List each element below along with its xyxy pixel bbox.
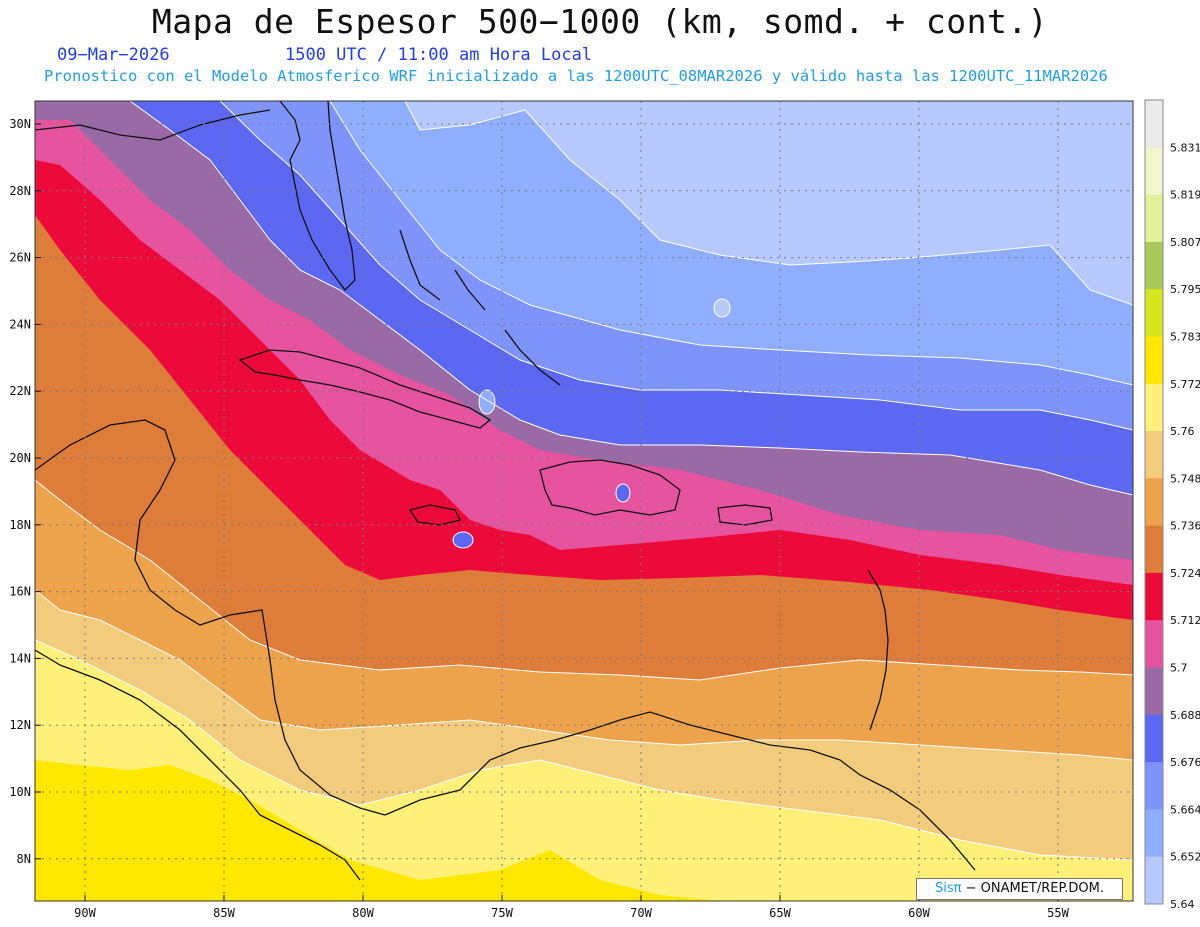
lon-label: 60W — [908, 906, 930, 920]
band-5772 — [35, 760, 720, 901]
map-frame — [34, 100, 1134, 902]
contour-islet-3 — [615, 483, 631, 503]
colorbar-swatch — [1145, 478, 1163, 527]
colorbar-swatch — [1145, 667, 1163, 716]
contour-islet-2 — [478, 389, 496, 415]
colorbar-label: 5.652 — [1170, 851, 1200, 864]
forecast-time: 1500 UTC / 11:00 am Hora Local — [285, 45, 593, 65]
colorbar: 5.831 5.819 5.807 5.795 5.783 5.772 5.76 5.748 5… — [1144, 99, 1200, 911]
contour-islet-4 — [452, 531, 474, 549]
lon-axis: 90W 85W 80W 75W 70W 65W 60W 55W — [74, 895, 1070, 920]
colorbar-swatch — [1145, 100, 1163, 148]
graticule — [35, 101, 1133, 901]
colorbar-label: 5.64 — [1170, 898, 1195, 911]
colorbar-label: 5.795 — [1170, 283, 1200, 296]
colorbar-label: 5.783 — [1170, 330, 1200, 343]
colorbar-label: 5.676 — [1170, 756, 1200, 769]
colorbar-label: 5.664 — [1170, 803, 1200, 816]
map-title: Mapa de Espesor 500−1000 (km, somd. + co… — [151, 2, 1049, 41]
credit-text: − ONAMET/REP.DOM. — [965, 881, 1105, 896]
lat-label: 28N — [9, 184, 31, 198]
contour-lines — [35, 101, 1133, 861]
colorbar-swatch — [1145, 147, 1163, 196]
colorbar-swatch — [1145, 431, 1163, 479]
colorbar-label: 5.772 — [1170, 378, 1200, 391]
lat-label: 10N — [9, 785, 31, 799]
colorbar-swatch — [1145, 620, 1163, 669]
colorbar-label: 5.831 — [1170, 141, 1200, 154]
lat-label: 16N — [9, 585, 31, 599]
lon-label: 75W — [491, 906, 513, 920]
lat-axis: 30N 28N 26N 24N 22N 20N 18N 16N 14N 12N 10N 8N — [9, 117, 41, 866]
lon-label: 90W — [74, 906, 96, 920]
credit-brand: Sisπ — [934, 881, 962, 896]
forecast-date: 09−Mar−2026 — [57, 45, 170, 65]
lat-label: 12N — [9, 718, 31, 732]
colorbar-label: 5.688 — [1170, 709, 1200, 722]
colorbar-swatch — [1145, 762, 1163, 810]
colorbar-swatch — [1145, 289, 1163, 337]
contour-islet-1 — [713, 298, 731, 318]
lat-label: 22N — [9, 384, 31, 398]
credit-badge: Sisπ − ONAMET/REP.DOM. — [916, 878, 1123, 900]
colorbar-frame — [1144, 99, 1164, 905]
lat-label: 24N — [9, 317, 31, 331]
colorbar-label: 5.748 — [1170, 472, 1200, 485]
colorbar-swatch — [1145, 809, 1163, 858]
colorbar-label: 5.76 — [1170, 425, 1195, 438]
colorbar-label: 5.7 — [1170, 662, 1188, 675]
colorbar-swatch — [1145, 194, 1163, 243]
colorbar-swatch — [1145, 572, 1163, 621]
colorbar-swatch — [1145, 241, 1163, 290]
colorbar-label: 5.712 — [1170, 614, 1200, 627]
lat-label: 8N — [17, 852, 31, 866]
coastlines — [35, 101, 976, 881]
lon-label: 55W — [1047, 906, 1069, 920]
colorbar-label: 5.736 — [1170, 520, 1200, 533]
colorbar-swatch — [1145, 336, 1163, 385]
colorbar-label: 5.819 — [1170, 189, 1200, 202]
lat-label: 18N — [9, 518, 31, 532]
colorbar-swatch — [1145, 383, 1163, 432]
colorbar-label: 5.807 — [1170, 236, 1200, 249]
lon-label: 70W — [630, 906, 652, 920]
lat-label: 14N — [9, 651, 31, 665]
lon-label: 80W — [352, 906, 374, 920]
lon-label: 85W — [213, 906, 235, 920]
colorbar-label: 5.724 — [1170, 567, 1200, 580]
colorbar-swatch — [1145, 525, 1163, 574]
lon-label: 65W — [769, 906, 791, 920]
thickness-bands — [35, 101, 1133, 901]
model-info: Pronostico con el Modelo Atmosferico WRF… — [44, 67, 1108, 85]
lat-label: 30N — [9, 117, 31, 131]
colorbar-swatch — [1145, 856, 1163, 905]
colorbar-swatch — [1145, 714, 1163, 763]
lat-label: 20N — [9, 451, 31, 465]
lat-label: 26N — [9, 251, 31, 265]
